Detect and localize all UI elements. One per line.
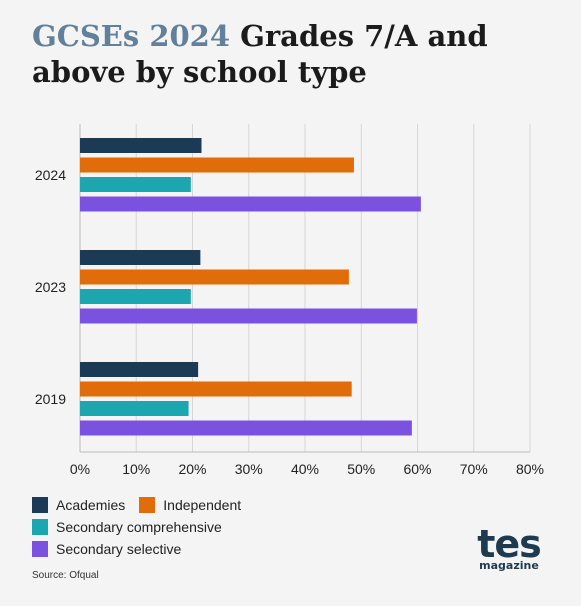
source-note: Source: Ofqual bbox=[32, 570, 99, 581]
legend-item-independent: Independent bbox=[139, 494, 241, 516]
bar-academies-2023 bbox=[80, 250, 201, 265]
x-tick-label: 50% bbox=[347, 461, 375, 477]
legend-row-3: Secondary selective bbox=[32, 538, 255, 560]
x-tick-label: 40% bbox=[291, 461, 319, 477]
x-tick-label: 80% bbox=[516, 461, 544, 477]
legend-label-secondary-selective: Secondary selective bbox=[56, 541, 182, 557]
legend-label-independent: Independent bbox=[163, 497, 242, 513]
legend-label-academies: Academies bbox=[56, 497, 126, 513]
legend-swatch-academies bbox=[32, 497, 48, 513]
legend-item-secondary-comprehensive: Secondary comprehensive bbox=[32, 516, 222, 538]
legend-item-academies: Academies bbox=[32, 494, 125, 516]
y-category-label: 2024 bbox=[35, 167, 66, 183]
bar-academies-2019 bbox=[80, 362, 199, 377]
x-tick-label: 0% bbox=[70, 461, 90, 477]
legend: Academies Independent Secondary comprehe… bbox=[32, 494, 255, 560]
legend-label-secondary-comprehensive: Secondary comprehensive bbox=[56, 519, 222, 535]
x-tick-label: 30% bbox=[235, 461, 263, 477]
logo-main: tes bbox=[477, 522, 542, 566]
y-category-label: 2023 bbox=[35, 279, 66, 295]
bar-secondary-selective-2019 bbox=[80, 420, 412, 436]
bar-independent-2024 bbox=[80, 157, 354, 173]
bar-secondary-selective-2023 bbox=[80, 308, 417, 324]
bar-independent-2023 bbox=[80, 269, 349, 285]
legend-swatch-secondary-comprehensive bbox=[32, 519, 48, 535]
title-rest: Grades 7/A and above by school type bbox=[32, 19, 488, 89]
legend-item-secondary-selective: Secondary selective bbox=[32, 538, 181, 560]
bar-academies-2024 bbox=[80, 138, 202, 153]
title-highlight: GCSEs 2024 bbox=[32, 19, 231, 53]
bar-secondary-comprehensive-2019 bbox=[80, 401, 189, 416]
bar-secondary-selective-2024 bbox=[80, 196, 421, 212]
x-tick-label: 60% bbox=[403, 461, 431, 477]
x-tick-label: 20% bbox=[178, 461, 206, 477]
bar-chart: 0% 10% 20% 30% 40% 50% 60% 70% 80% 2024 2023 2019 bbox=[35, 124, 544, 477]
chart-title: GCSEs 2024 Grades 7/A and above by schoo… bbox=[32, 18, 552, 90]
logo-sub: magazine bbox=[479, 559, 539, 572]
x-tick-label: 70% bbox=[460, 461, 488, 477]
bar-independent-2019 bbox=[80, 381, 352, 397]
tes-magazine-logo: tes magazine bbox=[474, 522, 544, 572]
bar-secondary-comprehensive-2024 bbox=[80, 177, 191, 192]
legend-swatch-secondary-selective bbox=[32, 541, 48, 557]
legend-row-1: Academies Independent bbox=[32, 494, 255, 516]
bar-secondary-comprehensive-2023 bbox=[80, 289, 191, 304]
x-tick-label: 10% bbox=[122, 461, 150, 477]
y-category-label: 2019 bbox=[35, 391, 66, 407]
legend-swatch-independent bbox=[139, 497, 156, 513]
legend-row-2: Secondary comprehensive bbox=[32, 516, 255, 538]
